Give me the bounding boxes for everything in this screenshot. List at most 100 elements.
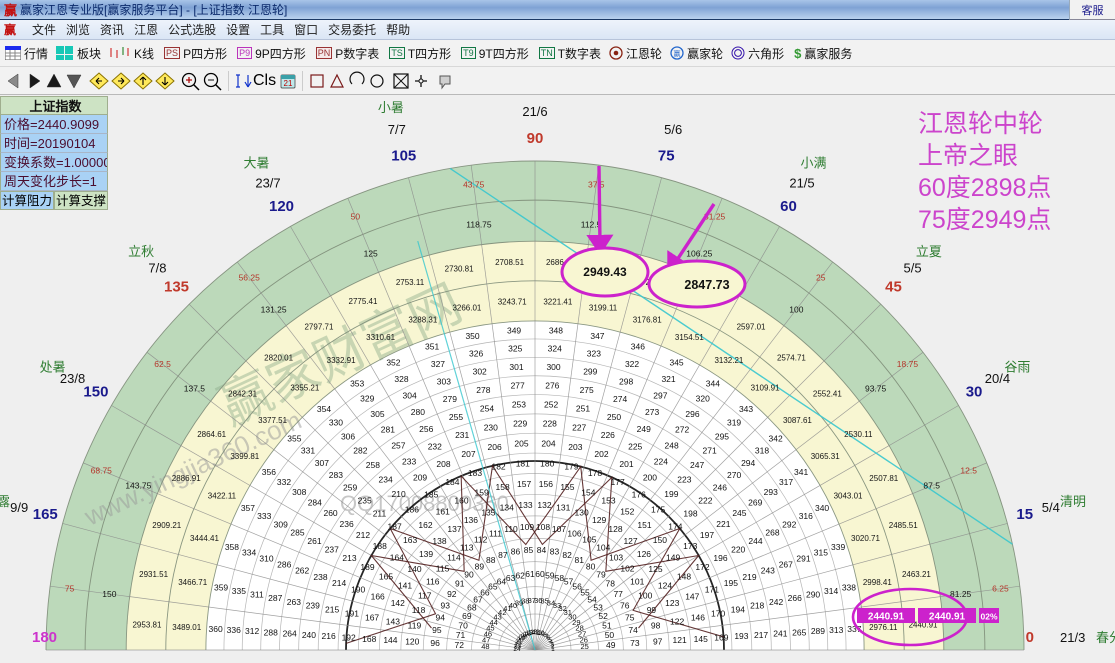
- svg-text:165: 165: [33, 506, 58, 523]
- svg-text:81: 81: [575, 555, 585, 565]
- svg-text:295: 295: [715, 432, 729, 442]
- svg-text:167: 167: [365, 612, 379, 622]
- svg-text:7/8: 7/8: [148, 260, 166, 275]
- svg-text:323: 323: [587, 349, 601, 359]
- svg-text:131.25: 131.25: [261, 304, 287, 314]
- svg-text:222: 222: [698, 495, 712, 505]
- svg-text:288: 288: [264, 627, 278, 637]
- svg-text:169: 169: [714, 633, 728, 643]
- svg-text:204: 204: [541, 438, 555, 448]
- svg-text:215: 215: [325, 604, 339, 614]
- svg-text:处暑: 处暑: [40, 360, 66, 375]
- svg-text:176: 176: [632, 489, 646, 499]
- svg-text:208: 208: [436, 459, 450, 469]
- svg-text:273: 273: [645, 407, 659, 417]
- svg-text:62.5: 62.5: [154, 359, 171, 369]
- svg-text:125: 125: [364, 248, 378, 258]
- svg-text:225: 225: [628, 442, 642, 452]
- svg-text:327: 327: [431, 359, 445, 369]
- svg-text:7/7: 7/7: [388, 122, 406, 137]
- svg-text:347: 347: [590, 331, 604, 341]
- svg-text:304: 304: [403, 390, 417, 400]
- svg-text:61: 61: [525, 569, 535, 579]
- svg-text:345: 345: [669, 358, 683, 368]
- svg-text:266: 266: [788, 593, 802, 603]
- svg-text:178: 178: [588, 468, 602, 478]
- svg-text:359: 359: [214, 582, 228, 592]
- svg-text:254: 254: [480, 404, 494, 414]
- svg-text:清明: 清明: [1060, 494, 1086, 509]
- svg-text:2552.41: 2552.41: [813, 390, 842, 399]
- svg-text:149: 149: [666, 552, 680, 562]
- svg-text:2931.51: 2931.51: [139, 570, 168, 579]
- svg-text:2507.81: 2507.81: [869, 474, 898, 483]
- svg-text:227: 227: [572, 423, 586, 433]
- svg-text:3176.81: 3176.81: [633, 316, 662, 325]
- svg-text:97: 97: [653, 637, 663, 647]
- svg-text:2485.51: 2485.51: [889, 521, 918, 530]
- svg-text:84: 84: [537, 545, 547, 555]
- svg-text:132: 132: [537, 500, 551, 510]
- svg-text:128: 128: [608, 524, 622, 534]
- svg-text:154: 154: [581, 487, 595, 497]
- svg-text:294: 294: [741, 458, 755, 468]
- svg-text:239: 239: [306, 601, 320, 611]
- svg-text:260: 260: [323, 508, 337, 518]
- svg-text:210: 210: [392, 489, 406, 499]
- svg-text:110: 110: [504, 524, 518, 534]
- svg-text:108: 108: [536, 522, 550, 532]
- svg-text:318: 318: [755, 446, 769, 456]
- svg-text:79: 79: [596, 569, 606, 579]
- svg-text:68.75: 68.75: [91, 465, 113, 475]
- svg-text:257: 257: [391, 440, 405, 450]
- svg-text:115: 115: [436, 564, 450, 574]
- svg-text:119: 119: [408, 621, 422, 631]
- svg-text:317: 317: [779, 477, 793, 487]
- svg-text:21: 21: [284, 79, 293, 88]
- svg-text:243: 243: [761, 566, 775, 576]
- svg-text:302: 302: [473, 367, 487, 377]
- svg-text:322: 322: [625, 359, 639, 369]
- svg-text:90: 90: [527, 130, 544, 147]
- svg-text:264: 264: [283, 629, 297, 639]
- svg-text:166: 166: [371, 591, 385, 601]
- svg-text:271: 271: [703, 446, 717, 456]
- svg-text:145: 145: [694, 634, 708, 644]
- svg-text:130: 130: [574, 508, 588, 518]
- svg-text:188: 188: [373, 541, 387, 551]
- svg-text:251: 251: [576, 404, 590, 414]
- svg-text:217: 217: [754, 630, 768, 640]
- svg-text:小暑: 小暑: [378, 100, 404, 115]
- svg-text:147: 147: [685, 591, 699, 601]
- svg-text:104: 104: [596, 542, 610, 552]
- svg-text:12.5: 12.5: [960, 465, 977, 475]
- svg-text:114: 114: [447, 552, 461, 562]
- svg-text:216: 216: [321, 631, 335, 641]
- svg-text:93: 93: [441, 600, 451, 610]
- svg-text:立夏: 立夏: [916, 244, 942, 259]
- svg-text:112: 112: [474, 534, 488, 544]
- svg-text:82: 82: [562, 550, 572, 560]
- svg-text:0: 0: [1026, 629, 1034, 646]
- svg-text:306: 306: [341, 432, 355, 442]
- svg-text:255: 255: [449, 412, 463, 422]
- svg-text:2463.21: 2463.21: [902, 570, 931, 579]
- svg-text:89: 89: [475, 562, 485, 572]
- svg-text:290: 290: [806, 589, 820, 599]
- svg-text:332: 332: [277, 477, 291, 487]
- svg-text:2847.73: 2847.73: [684, 278, 729, 292]
- svg-text:340: 340: [815, 503, 829, 513]
- svg-text:2440.91: 2440.91: [868, 612, 905, 623]
- svg-text:303: 303: [437, 376, 451, 386]
- svg-text:43.75: 43.75: [463, 180, 485, 190]
- svg-text:358: 358: [225, 542, 239, 552]
- svg-text:21/6: 21/6: [522, 104, 547, 119]
- svg-text:186: 186: [405, 504, 419, 514]
- svg-text:192: 192: [342, 633, 356, 643]
- svg-text:276: 276: [545, 380, 559, 390]
- svg-text:129: 129: [592, 515, 606, 525]
- svg-text:356: 356: [262, 467, 276, 477]
- svg-text:274: 274: [613, 394, 627, 404]
- svg-text:143.75: 143.75: [125, 481, 151, 491]
- svg-text:105: 105: [391, 147, 416, 164]
